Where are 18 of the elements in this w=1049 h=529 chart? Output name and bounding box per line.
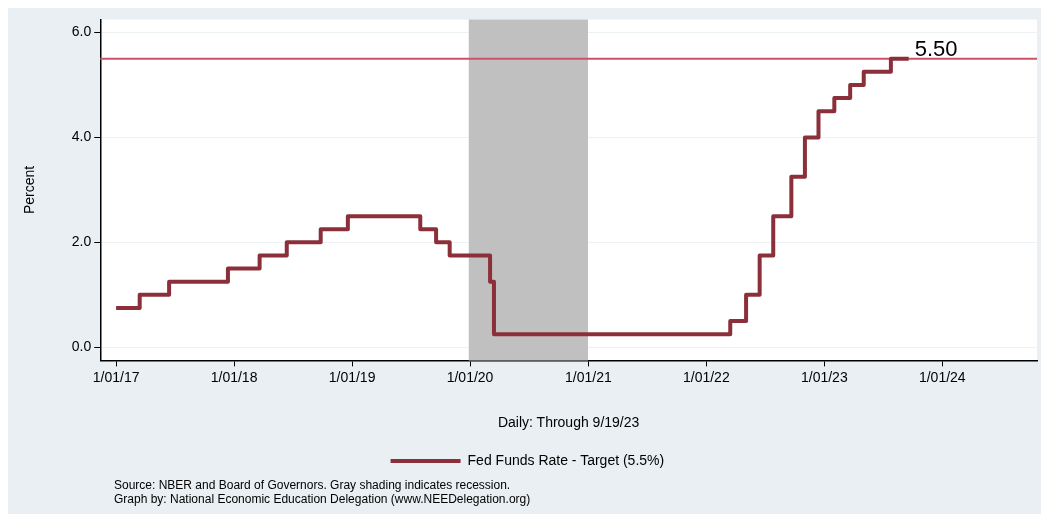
y-tick-label: 2.0 (71, 233, 92, 250)
y-axis-title: Percent (21, 165, 38, 215)
y-tick-label: 0.0 (71, 338, 92, 355)
source-note: Source: NBER and Board of Governors. Gray shading indicates recession. (114, 478, 512, 492)
x-tick-label: 1/01/22 (682, 368, 730, 385)
x-tick-label: 1/01/18 (210, 368, 258, 385)
x-tick-label: 1/01/21 (564, 368, 612, 385)
x-tick-label: 1/01/17 (92, 368, 140, 385)
x-tick-label: 1/01/24 (918, 368, 966, 385)
annotation: 5.50 (914, 35, 958, 61)
x-tick-label: 1/01/19 (328, 368, 376, 385)
y-tick-label: 4.0 (71, 128, 92, 145)
text: Graph by: National Economic Education Delegation (www.NEEDelegation.org) (114, 492, 532, 506)
y-tick-label: 6.0 (71, 23, 92, 40)
legend-label: Fed Funds Rate - Target (5.5%) (467, 451, 665, 468)
x-tick-label: 1/01/20 (446, 368, 494, 385)
x-tick-label: 1/01/23 (800, 368, 848, 385)
x-axis-title: Daily: Through 9/19/23 (497, 414, 640, 431)
